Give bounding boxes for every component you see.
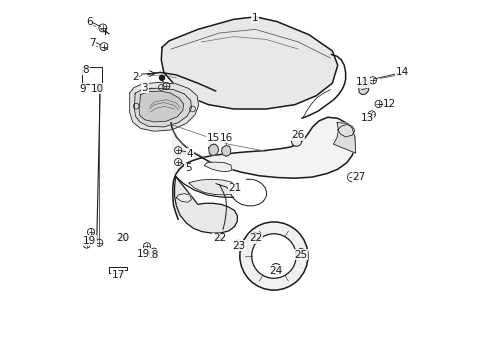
Text: 17: 17	[111, 270, 124, 280]
Circle shape	[291, 136, 301, 146]
Text: 9: 9	[79, 84, 85, 94]
Polygon shape	[139, 91, 183, 122]
Polygon shape	[174, 176, 237, 233]
Text: 23: 23	[231, 240, 244, 251]
Text: 10: 10	[91, 84, 104, 94]
Text: 3: 3	[141, 83, 148, 93]
Polygon shape	[109, 267, 126, 273]
Circle shape	[270, 264, 281, 274]
Text: 15: 15	[206, 133, 219, 143]
Text: 22: 22	[212, 233, 225, 243]
Polygon shape	[188, 179, 236, 195]
Text: 12: 12	[382, 99, 396, 109]
Circle shape	[251, 234, 296, 278]
Text: 18: 18	[145, 249, 159, 260]
Circle shape	[159, 75, 164, 80]
Text: 26: 26	[290, 130, 304, 140]
Polygon shape	[204, 162, 231, 172]
Text: 22: 22	[249, 233, 262, 243]
Text: 27: 27	[352, 172, 365, 182]
Text: 24: 24	[269, 266, 282, 276]
Polygon shape	[337, 125, 354, 137]
Polygon shape	[161, 17, 337, 109]
Polygon shape	[208, 144, 218, 156]
Text: 19: 19	[137, 248, 150, 258]
Text: 16: 16	[220, 133, 233, 143]
Circle shape	[239, 222, 307, 290]
Text: 19: 19	[83, 236, 96, 246]
Polygon shape	[129, 82, 198, 131]
Text: 25: 25	[294, 249, 307, 260]
Polygon shape	[221, 145, 230, 156]
Text: 4: 4	[186, 149, 193, 159]
Polygon shape	[358, 80, 368, 95]
Text: 1: 1	[251, 13, 258, 23]
Polygon shape	[333, 123, 355, 153]
Circle shape	[294, 139, 298, 143]
Text: 7: 7	[89, 38, 95, 48]
Polygon shape	[134, 88, 191, 127]
Text: 13: 13	[360, 113, 373, 123]
Text: 21: 21	[228, 183, 241, 193]
Text: 20: 20	[117, 233, 130, 243]
Polygon shape	[82, 67, 102, 84]
Text: 8: 8	[82, 64, 89, 75]
Text: 5: 5	[184, 163, 191, 173]
Polygon shape	[171, 117, 354, 220]
Text: 2: 2	[132, 72, 138, 82]
Text: 14: 14	[395, 67, 408, 77]
Text: 11: 11	[355, 77, 369, 87]
Text: 6: 6	[86, 17, 93, 27]
Polygon shape	[176, 194, 191, 202]
